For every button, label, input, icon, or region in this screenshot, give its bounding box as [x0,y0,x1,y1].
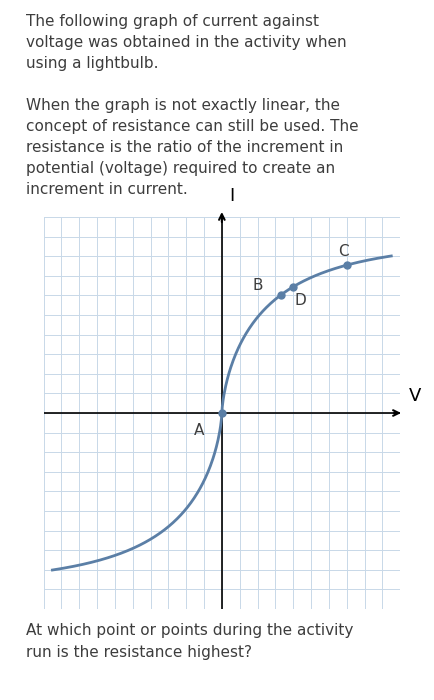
Text: The following graph of current against
voltage was obtained in the activity when: The following graph of current against v… [26,14,358,197]
Text: A: A [193,423,204,438]
Text: At which point or points during the activity
run is the resistance highest?: At which point or points during the acti… [26,623,353,659]
Text: I: I [228,187,233,205]
Text: V: V [408,387,421,405]
Text: D: D [294,293,306,308]
Text: C: C [337,244,348,259]
Text: B: B [252,278,262,293]
